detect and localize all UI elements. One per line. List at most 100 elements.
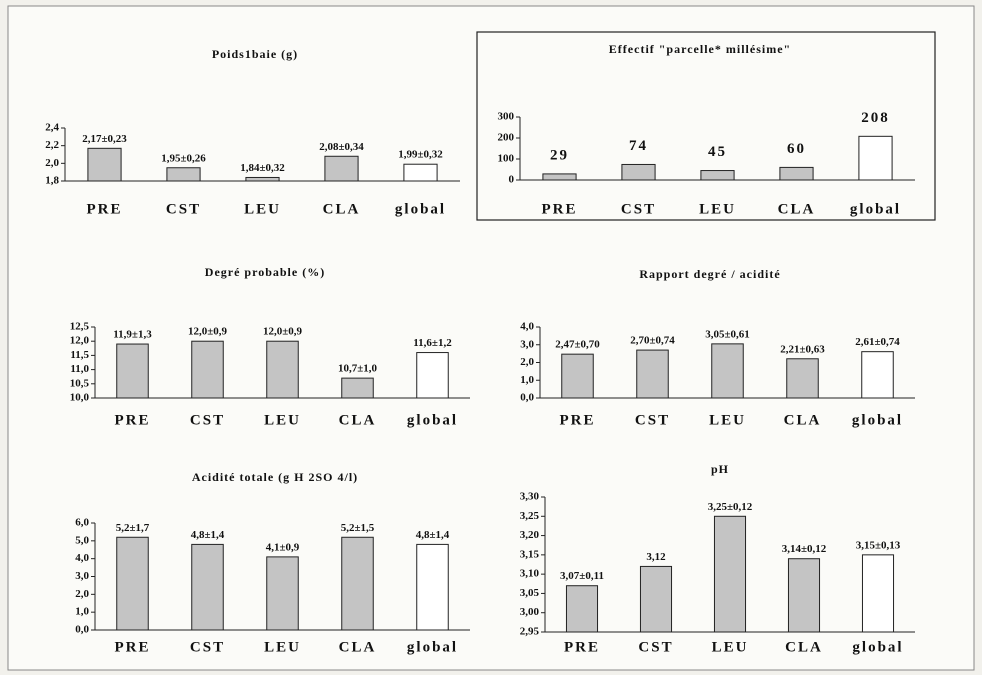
chart-title: pH [711,462,729,476]
bar [621,163,656,181]
data-label: 1,95±0,26 [161,152,206,164]
x-tick-label: global [407,639,458,655]
y-tick-label: 3,10 [520,568,540,580]
data-label: 3,15±0,13 [856,539,901,551]
frame [7,5,975,671]
data-label: 2,70±0,74 [630,335,675,347]
x-tick-label: global [852,639,903,655]
bar [87,147,122,182]
x-tick-label: global [852,412,903,428]
data-label: 1,84±0,32 [240,162,285,174]
y-tick-label: 200 [498,132,515,144]
x-tick-label: CLA [323,201,361,217]
bar [266,556,299,631]
bar [711,343,744,399]
y-tick-label: 1,8 [45,175,59,187]
data-label: 11,9±1,3 [113,329,152,341]
data-label: 60 [787,141,806,157]
data-label: 2,08±0,34 [319,141,364,153]
y-tick-label: 10,5 [70,377,90,389]
chart-title: Poids1baie (g) [212,47,298,61]
bar [858,135,893,181]
bar [639,565,673,633]
x-tick-label: CST [635,412,670,428]
bar [116,536,149,631]
bar [861,351,894,399]
y-tick-label: 10,0 [70,392,90,404]
data-label: 2,17±0,23 [82,133,127,145]
y-tick-label: 11,0 [70,363,89,375]
data-label: 2,47±0,70 [555,339,600,351]
y-tick-label: 3,00 [520,606,540,618]
y-tick-label: 1,0 [75,606,89,618]
y-tick-label: 0 [509,174,515,186]
bar [266,340,299,399]
y-tick-label: 3,05 [520,587,540,599]
data-label: 5,2±1,5 [341,522,375,534]
data-label: 208 [861,110,890,126]
data-label: 2,61±0,74 [855,336,900,348]
x-tick-label: CST [190,639,225,655]
x-tick-label: global [850,201,901,217]
data-label: 3,25±0,12 [708,501,753,513]
chart-title: Degré probable (%) [205,265,325,279]
y-tick-label: 300 [498,111,515,123]
data-label: 29 [550,147,569,163]
x-tick-label: LEU [264,639,301,655]
x-tick-label: LEU [264,412,301,428]
y-tick-label: 2,0 [45,157,59,169]
bar [861,554,895,633]
y-tick-label: 0,0 [520,392,534,404]
data-label: 1,99±0,32 [398,149,443,161]
bar [713,515,747,633]
y-tick-label: 2,0 [520,356,534,368]
y-tick-label: 5,0 [75,534,89,546]
data-label: 4,8±1,4 [416,529,450,541]
data-label: 3,14±0,12 [782,543,827,555]
bar [191,340,224,399]
x-tick-label: LEU [244,201,281,217]
bar [341,536,374,631]
bar [416,352,449,399]
x-tick-label: CST [638,639,673,655]
bar [191,543,224,631]
y-tick-label: 2,4 [45,122,59,134]
x-tick-label: CST [190,412,225,428]
y-tick-label: 12,0 [70,335,90,347]
x-tick-label: CLA [778,201,816,217]
data-label: 10,7±1,0 [338,363,378,375]
chart-title: Rapport degré / acidité [639,267,780,281]
data-label: 45 [708,144,727,160]
y-tick-label: 3,0 [520,338,534,350]
y-tick-label: 3,20 [520,529,540,541]
y-tick-label: 1,0 [520,374,534,386]
x-tick-label: LEU [709,412,746,428]
bar [542,173,577,181]
x-tick-label: CST [166,201,201,217]
y-tick-label: 4,0 [75,552,89,564]
bar [700,170,735,181]
x-tick-label: CLA [339,639,377,655]
bar [166,167,201,182]
x-tick-label: CLA [785,639,823,655]
x-tick-label: PRE [542,201,578,217]
data-label: 12,0±0,9 [188,326,228,338]
chart-title: Acidité totale (g H 2SO 4/l) [192,470,358,484]
bar [324,155,359,182]
y-tick-label: 3,30 [520,491,540,503]
x-tick-label: PRE [560,412,596,428]
y-tick-label: 3,15 [520,548,540,560]
x-tick-label: CLA [339,412,377,428]
bar [779,166,814,181]
y-tick-label: 3,25 [520,510,540,522]
data-label: 74 [629,138,648,154]
x-tick-label: PRE [115,412,151,428]
x-tick-label: LEU [699,201,736,217]
y-tick-label: 0,0 [75,624,89,636]
data-label: 3,07±0,11 [560,570,604,582]
panel-box [476,31,936,221]
data-label: 11,6±1,2 [413,337,452,349]
y-tick-label: 11,5 [70,349,89,361]
x-tick-label: LEU [712,639,749,655]
